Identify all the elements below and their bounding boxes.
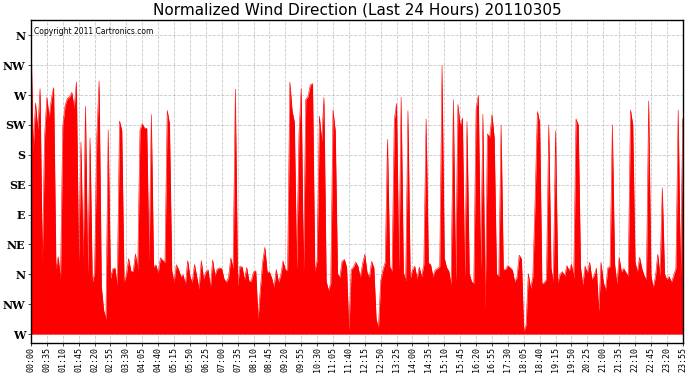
Title: Normalized Wind Direction (Last 24 Hours) 20110305: Normalized Wind Direction (Last 24 Hours… [152, 3, 561, 18]
Text: Copyright 2011 Cartronics.com: Copyright 2011 Cartronics.com [34, 27, 154, 36]
